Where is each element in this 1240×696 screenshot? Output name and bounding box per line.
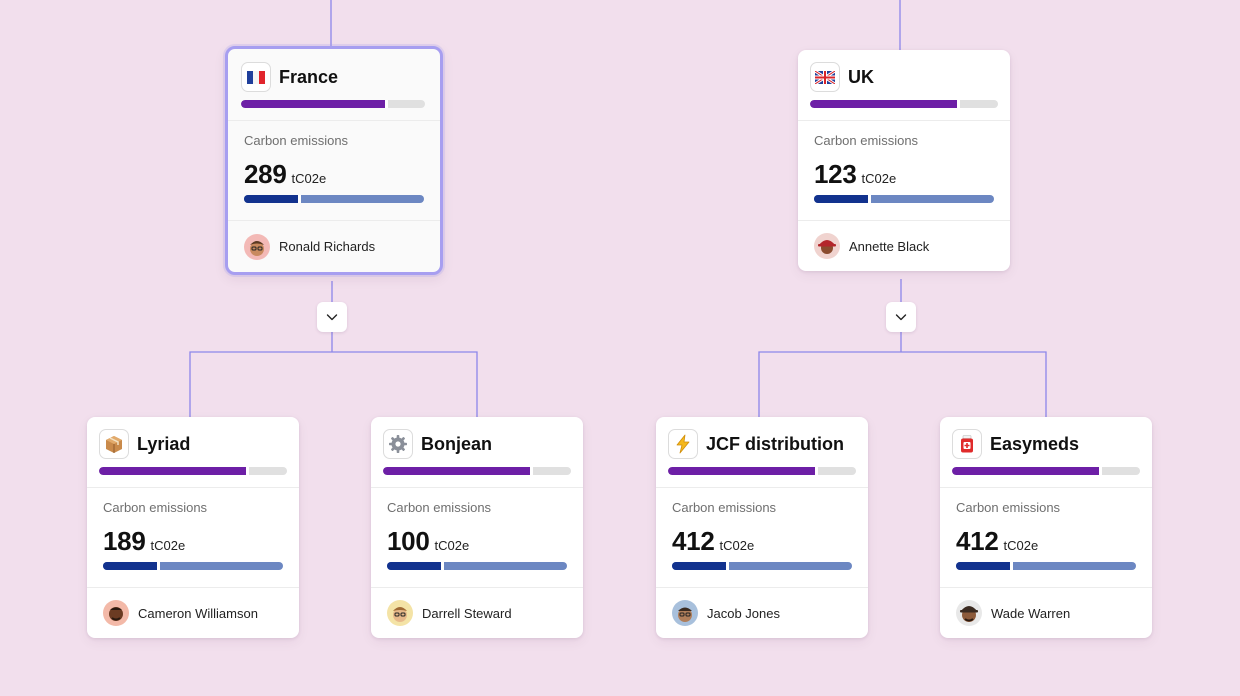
metric-label: Carbon emissions	[956, 500, 1061, 515]
node-card-france[interactable]: France Carbon emissions 289 tC02e Ronald…	[225, 46, 443, 275]
emissions-unit: tC02e	[150, 538, 186, 553]
wade-warren-avatar	[956, 600, 982, 626]
emissions-bar	[244, 195, 424, 203]
emissions-value: 189	[103, 526, 146, 556]
node-title: Lyriad	[137, 433, 191, 454]
progress-bar	[383, 467, 571, 475]
owner-name: Wade Warren	[991, 605, 1071, 621]
emissions-bar	[103, 562, 283, 570]
connector-france-children	[189, 332, 478, 418]
france-collapse-button[interactable]	[317, 302, 347, 332]
chevron-down-icon	[895, 314, 907, 321]
jacob-jones-avatar	[672, 600, 698, 626]
owner-name: Jacob Jones	[707, 605, 780, 621]
progress-bar	[810, 100, 998, 108]
metric-label: Carbon emissions	[814, 133, 919, 148]
node-title: UK	[848, 66, 874, 87]
emissions-unit: tC02e	[719, 538, 755, 553]
emissions-value: 412	[956, 526, 999, 556]
owner-name: Annette Black	[849, 238, 930, 254]
chevron-down-icon	[326, 314, 338, 321]
lightning-icon	[668, 429, 698, 459]
owner-name: Cameron Williamson	[138, 605, 258, 621]
emissions-value: 412	[672, 526, 715, 556]
annette-black-avatar	[814, 233, 840, 259]
emissions-bar	[814, 195, 994, 203]
emissions-unit: tC02e	[434, 538, 470, 553]
node-title: Easymeds	[990, 433, 1080, 454]
emissions-value: 289	[244, 159, 287, 189]
medicine-icon	[952, 429, 982, 459]
progress-bar	[952, 467, 1140, 475]
package-icon	[99, 429, 129, 459]
connector-uk-children	[758, 332, 1047, 418]
node-card-uk[interactable]: UK Carbon emissions 123 tC02e Annette Bl…	[798, 50, 1010, 271]
emissions-value: 123	[814, 159, 857, 189]
emissions-value: 100	[387, 526, 430, 556]
progress-bar	[241, 100, 425, 108]
darrell-steward-avatar	[387, 600, 413, 626]
metric-label: Carbon emissions	[672, 500, 777, 515]
uk-collapse-button[interactable]	[886, 302, 916, 332]
node-card-jcf-distribution[interactable]: JCF distribution Carbon emissions 412 tC…	[656, 417, 868, 638]
emissions-unit: tC02e	[1003, 538, 1039, 553]
progress-bar	[99, 467, 287, 475]
metric-label: Carbon emissions	[244, 133, 349, 148]
emissions-unit: tC02e	[291, 171, 327, 186]
owner-name: Ronald Richards	[279, 239, 376, 254]
emissions-bar	[956, 562, 1136, 570]
node-card-bonjean[interactable]: Bonjean Carbon emissions 100 tC02e Darre…	[371, 417, 583, 638]
metric-label: Carbon emissions	[387, 500, 492, 515]
node-card-easymeds[interactable]: Easymeds Carbon emissions 412 tC02e Wade…	[940, 417, 1152, 638]
progress-bar	[668, 467, 856, 475]
ronald-richards-avatar	[244, 233, 270, 260]
node-title: JCF distribution	[706, 433, 844, 454]
node-card-lyriad[interactable]: Lyriad Carbon emissions 189 tC02e Camero…	[87, 417, 299, 638]
emissions-bar	[387, 562, 567, 570]
gear-icon	[383, 429, 413, 459]
cameron-williamson-avatar	[103, 600, 129, 626]
metric-label: Carbon emissions	[103, 500, 208, 515]
owner-name: Darrell Steward	[422, 605, 512, 621]
node-title: France	[279, 66, 339, 87]
france-flag-icon	[241, 62, 271, 92]
emissions-bar	[672, 562, 852, 570]
uk-flag-icon	[810, 62, 840, 92]
emissions-unit: tC02e	[861, 171, 897, 186]
node-title: Bonjean	[421, 433, 493, 454]
